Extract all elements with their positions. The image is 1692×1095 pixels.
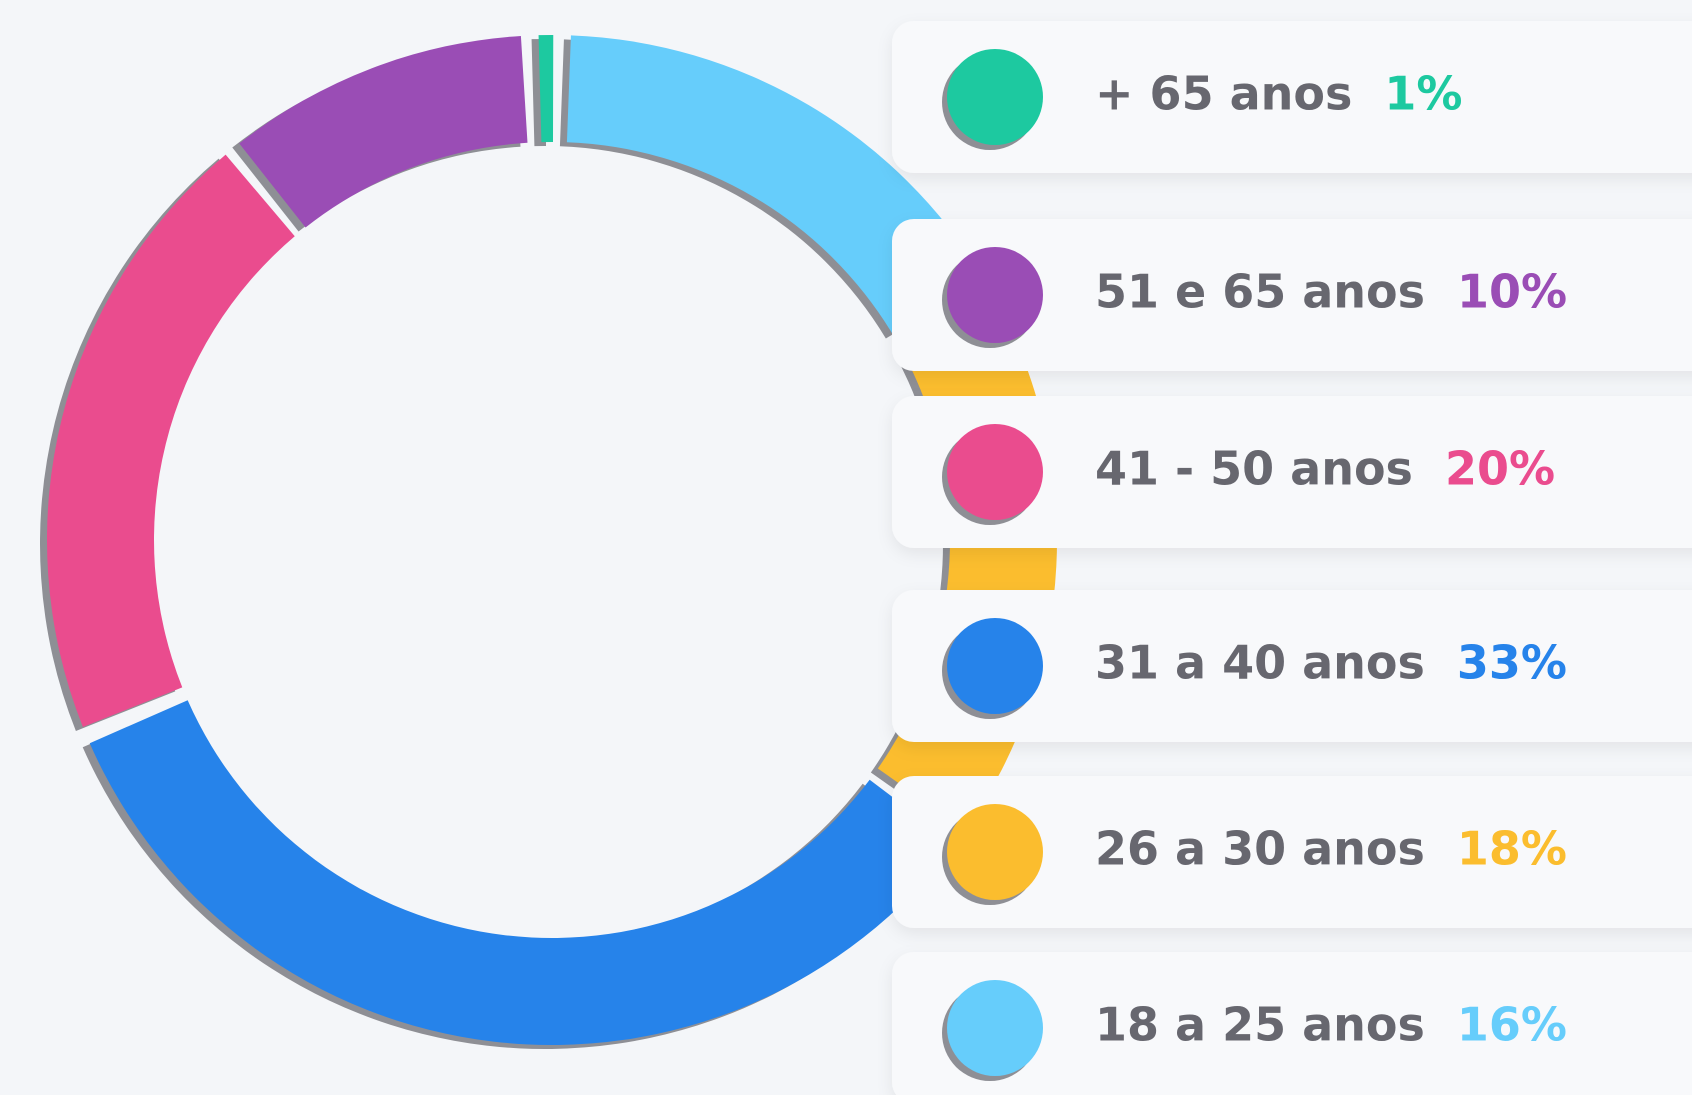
legend-card (892, 219, 1692, 371)
legend-card (892, 396, 1692, 548)
legend-label: 41 - 50 anos (1095, 442, 1413, 496)
segment (566, 35, 985, 335)
segment (47, 154, 295, 727)
legend-dot (947, 247, 1043, 343)
legend-label: 51 e 65 anos (1095, 265, 1425, 319)
segment (239, 35, 528, 228)
legend-dot (947, 804, 1043, 900)
legend-dot (947, 49, 1043, 145)
legend-value: 10% (1457, 265, 1567, 319)
legend-value: 18% (1457, 822, 1567, 876)
segment (538, 35, 554, 143)
legend-dot (947, 618, 1043, 714)
legend-label: 31 a 40 anos (1095, 636, 1425, 690)
legend-value: 20% (1445, 442, 1555, 496)
legend-value: 1% (1384, 67, 1462, 121)
segment (89, 700, 956, 1046)
legend-label: + 65 anos (1095, 67, 1352, 121)
legend-card (892, 952, 1692, 1095)
legend-label: 26 a 30 anos (1095, 822, 1425, 876)
legend-dot (947, 980, 1043, 1076)
legend-label: 18 a 25 anos (1095, 998, 1425, 1052)
legend-card (892, 590, 1692, 742)
legend-card (892, 776, 1692, 928)
legend: + 65 anos 1% 51 e 65 anos 10% 41 - 50 anos 20… (892, 21, 1692, 1095)
legend-value: 16% (1457, 998, 1567, 1052)
legend-card (892, 21, 1692, 173)
legend-dot (947, 424, 1043, 520)
legend-value: 33% (1457, 636, 1567, 690)
